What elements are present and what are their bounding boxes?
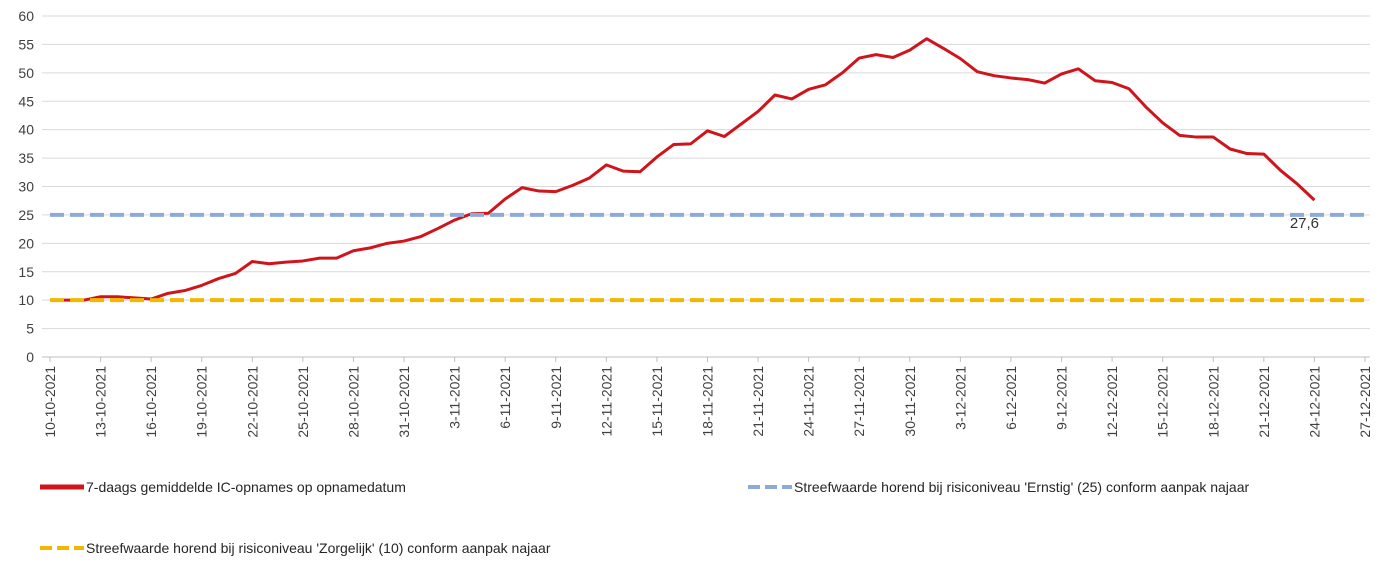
- x-tick-label: 28-10-2021: [345, 366, 361, 438]
- x-tick-label: 12-11-2021: [598, 366, 614, 437]
- x-tick-label: 9-12-2021: [1054, 366, 1070, 430]
- x-tick-label: 16-10-2021: [143, 366, 159, 438]
- x-tick-label: 15-11-2021: [649, 366, 665, 437]
- x-tick-label: 19-10-2021: [194, 366, 210, 438]
- y-tick-label: 55: [18, 36, 34, 52]
- y-tick-label: 10: [18, 292, 34, 308]
- y-tick-label: 45: [18, 93, 34, 109]
- x-tick-label: 24-11-2021: [801, 366, 817, 437]
- x-tick-label: 27-12-2021: [1357, 366, 1373, 438]
- x-tick-label: 18-11-2021: [700, 366, 716, 437]
- x-tick-label: 21-11-2021: [750, 366, 766, 437]
- x-tick-label: 21-12-2021: [1256, 366, 1272, 438]
- x-tick-label: 30-11-2021: [902, 366, 918, 437]
- x-tick-label: 27-11-2021: [851, 366, 867, 437]
- x-tick-label: 18-12-2021: [1205, 366, 1221, 438]
- y-tick-label: 40: [18, 122, 34, 138]
- x-tick-label: 24-12-2021: [1306, 366, 1322, 438]
- y-tick-label: 20: [18, 235, 34, 251]
- x-tick-label: 31-10-2021: [396, 366, 412, 438]
- legend-label: Streefwaarde horend bij risiconiveau 'Er…: [794, 479, 1249, 495]
- data-line: [50, 37, 1316, 302]
- y-tick-label: 0: [26, 349, 34, 365]
- x-tick-label: 6-12-2021: [1003, 366, 1019, 430]
- y-tick-label: 60: [18, 8, 34, 24]
- x-tick-label: 13-10-2021: [93, 366, 109, 438]
- x-tick-label: 9-11-2021: [548, 366, 564, 429]
- y-tick-label: 25: [18, 207, 34, 223]
- x-tick-label: 12-12-2021: [1104, 366, 1120, 438]
- y-tick-label: 35: [18, 150, 34, 166]
- x-tick-label: 15-12-2021: [1155, 366, 1171, 438]
- x-tick-label: 6-11-2021: [497, 366, 513, 429]
- x-tick-label: 10-10-2021: [42, 366, 58, 438]
- y-tick-label: 5: [26, 321, 34, 337]
- legend-label: Streefwaarde horend bij risiconiveau 'Zo…: [86, 540, 551, 556]
- y-tick-label: 30: [18, 179, 34, 195]
- data-label: 27,6: [1290, 215, 1319, 232]
- y-tick-label: 50: [18, 65, 34, 81]
- x-tick-label: 3-12-2021: [952, 366, 968, 430]
- y-tick-label: 15: [18, 264, 34, 280]
- x-tick-label: 22-10-2021: [244, 366, 260, 438]
- legend-label: 7-daags gemiddelde IC-opnames op opnamed…: [86, 479, 406, 495]
- x-tick-label: 25-10-2021: [295, 366, 311, 438]
- x-tick-label: 3-11-2021: [447, 366, 463, 429]
